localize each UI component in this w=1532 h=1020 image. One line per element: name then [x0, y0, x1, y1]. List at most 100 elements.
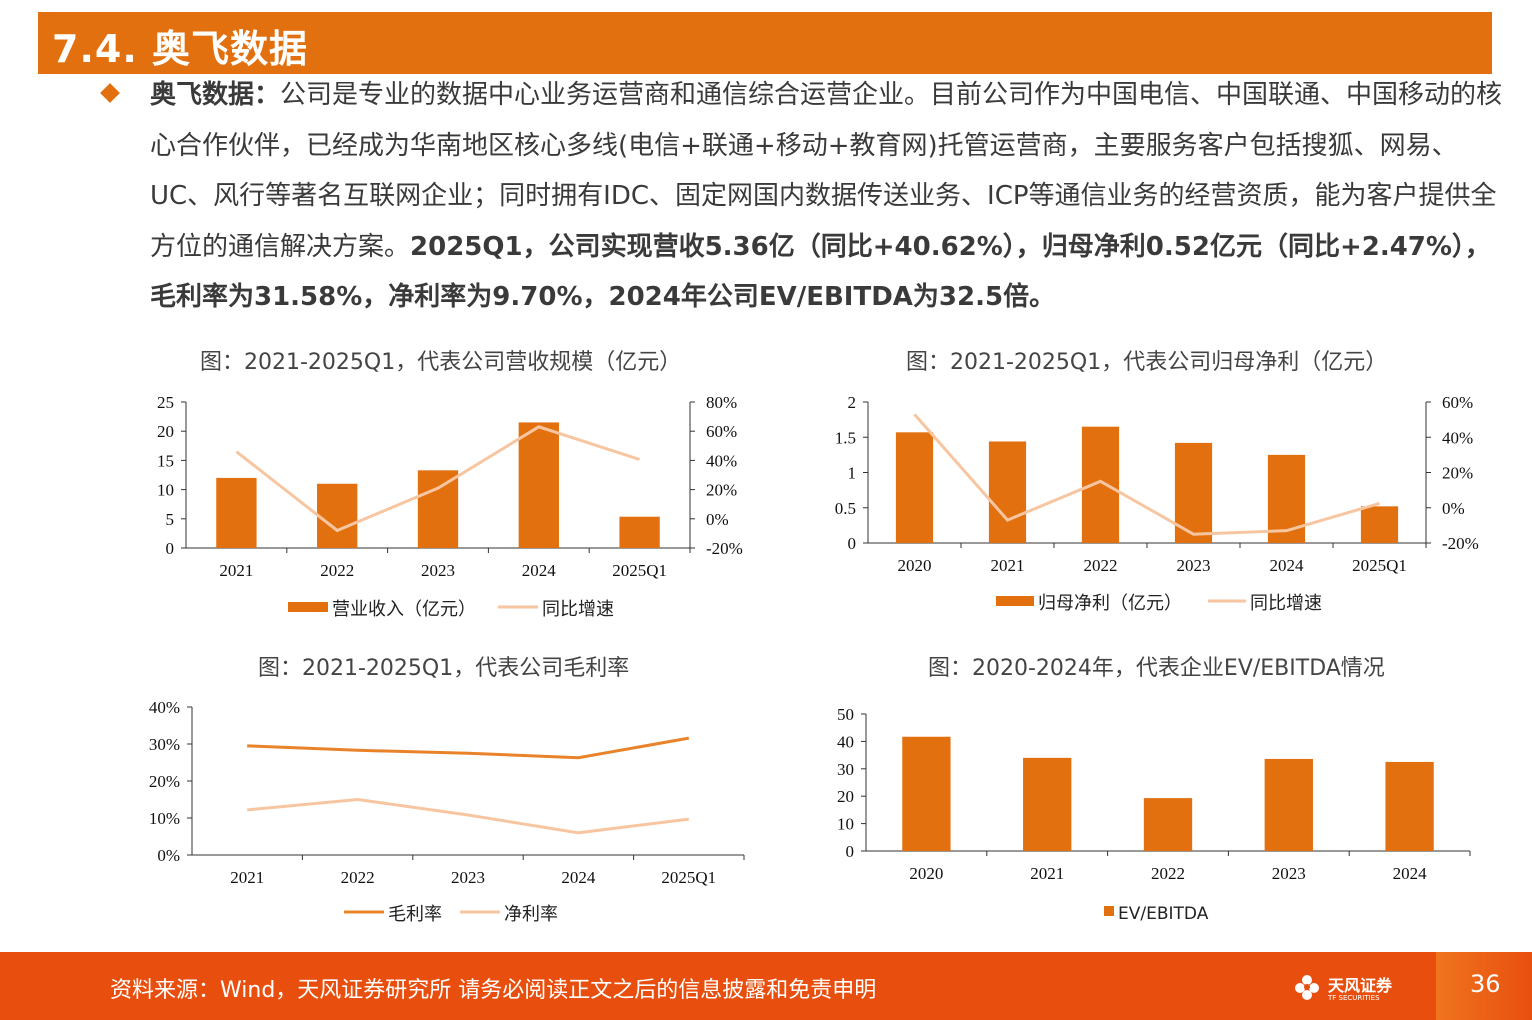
x-tick-label: 2022: [1084, 556, 1118, 575]
x-tick-label: 2024: [1393, 864, 1428, 883]
summary-paragraph: 奥飞数据：公司是专业的数据中心业务运营商和通信综合运营企业。目前公司作为中国电信…: [150, 70, 1510, 323]
legend-swatch-bar: [996, 596, 1034, 606]
logo-text: 天风证券: [1328, 976, 1393, 995]
page-title: 7.4. 奥飞数据: [52, 27, 308, 71]
page-number-box: [1436, 952, 1532, 1020]
x-tick-label: 2023: [1177, 556, 1211, 575]
x-tick-label: 2025Q1: [1352, 556, 1407, 575]
y-tick-label-right: 60%: [706, 422, 737, 441]
x-tick-label: 2021: [991, 556, 1025, 575]
y-tick-label-left: 1.5: [835, 428, 856, 447]
summary-highlight: 2025Q1，公司实现营收5.36亿（同比+40.62%），归母净利0.52亿元…: [150, 231, 1491, 313]
bar: [1264, 758, 1313, 851]
y-tick-label-left: 0.5: [835, 499, 856, 518]
bar: [895, 432, 934, 543]
x-tick-label: 2021: [1030, 864, 1064, 883]
x-tick-label: 2025Q1: [612, 561, 667, 580]
x-tick-label: 2022: [1151, 864, 1185, 883]
footer-bar: 资料来源：Wind，天风证券研究所 请务必阅读正文之后的信息披露和免责申明 天风…: [0, 952, 1532, 1020]
legend-label: 毛利率: [388, 904, 442, 925]
legend-label: 营业收入（亿元）: [332, 599, 476, 620]
y-tick-label-right: 0%: [706, 510, 729, 529]
y-tick-label-left: 10: [157, 481, 174, 500]
series-line: [913, 413, 1380, 536]
y-tick-label-left: 0: [848, 534, 857, 553]
y-tick-label-right: 20%: [706, 481, 737, 500]
legend-label: 净利率: [504, 904, 558, 925]
y-tick-label-left: 10%: [149, 809, 180, 828]
x-tick-label: 2022: [341, 868, 375, 887]
x-tick-label: 2023: [1272, 864, 1306, 883]
bar: [619, 516, 660, 548]
page-number: 36: [1470, 970, 1501, 998]
y-tick-label-left: 5: [166, 510, 175, 529]
y-tick-label-left: 30: [837, 760, 854, 779]
y-tick-label-left: 40%: [149, 698, 180, 717]
bar: [417, 470, 459, 548]
bar: [216, 477, 257, 548]
margin-chart-title: 图：2021-2025Q1，代表公司毛利率: [258, 656, 630, 681]
x-tick-label: 2021: [219, 561, 253, 580]
y-tick-label-left: 30%: [149, 735, 180, 754]
legend-label: 同比增速: [1250, 593, 1322, 614]
ev-ebitda-chart-title: 图：2020-2024年，代表企业EV/EBITDA情况: [928, 656, 1385, 681]
legend-swatch-bar: [288, 602, 328, 612]
x-tick-label: 2023: [451, 868, 485, 887]
bar: [518, 422, 559, 548]
y-tick-label-right: 20%: [1442, 464, 1473, 483]
bar: [317, 483, 358, 548]
y-tick-label-left: 20%: [149, 772, 180, 791]
y-tick-label-right: 40%: [706, 451, 737, 470]
y-tick-label-right: 60%: [1442, 393, 1473, 412]
legend-label: 归母净利（亿元）: [1038, 593, 1182, 614]
revenue-chart-title: 图：2021-2025Q1，代表公司营收规模（亿元）: [200, 350, 682, 375]
brand-logo: 天风证券 TF SECURITIES: [1292, 970, 1402, 1010]
logo-subtext: TF SECURITIES: [1328, 994, 1380, 1002]
y-tick-label-left: 40: [837, 732, 854, 751]
y-tick-label-right: 0%: [1442, 499, 1465, 518]
summary-body: 公司是专业的数据中心业务运营商和通信综合运营企业。目前公司作为中国电信、中国联通…: [150, 80, 1503, 262]
y-tick-label-left: 10: [837, 815, 854, 834]
y-tick-label-right: 80%: [706, 393, 737, 412]
bar: [1143, 798, 1193, 851]
x-tick-label: 2024: [1270, 556, 1305, 575]
y-tick-label-left: 0: [166, 539, 175, 558]
x-tick-label: 2020: [909, 864, 943, 883]
y-tick-label-left: 15: [157, 451, 174, 470]
bar: [1023, 757, 1072, 851]
x-tick-label: 2025Q1: [661, 868, 716, 887]
y-tick-label-right: -20%: [1442, 534, 1479, 553]
legend-label: 同比增速: [542, 599, 614, 620]
x-tick-label: 2022: [320, 561, 354, 580]
bar: [1385, 761, 1434, 851]
net-profit-chart-title: 图：2021-2025Q1，代表公司归母净利（亿元）: [906, 350, 1388, 375]
x-tick-label: 2023: [421, 561, 455, 580]
summary-lead: 奥飞数据：: [150, 80, 281, 110]
x-tick-label: 2024: [561, 868, 596, 887]
legend-label: EV/EBITDA: [1118, 904, 1209, 924]
y-tick-label-right: 40%: [1442, 428, 1473, 447]
y-tick-label-left: 20: [837, 787, 854, 806]
y-tick-label-left: 25: [157, 393, 174, 412]
y-tick-label-left: 20: [157, 422, 174, 441]
bar: [1360, 506, 1399, 543]
footer-source: 资料来源：Wind，天风证券研究所 请务必阅读正文之后的信息披露和免责申明: [110, 978, 877, 1003]
header-bar: 7.4. 奥飞数据: [38, 12, 1492, 74]
bar: [902, 736, 951, 851]
x-tick-label: 2020: [898, 556, 932, 575]
legend-swatch-bar: [1104, 906, 1114, 916]
y-tick-label-left: 0%: [157, 846, 180, 865]
bar: [1081, 426, 1120, 543]
y-tick-label-left: 2: [848, 393, 857, 412]
y-tick-label-right: -20%: [706, 539, 743, 558]
flower-logo-icon: [1295, 975, 1319, 1000]
x-tick-label: 2021: [230, 868, 264, 887]
y-tick-label-left: 50: [837, 705, 854, 724]
x-tick-label: 2024: [522, 561, 557, 580]
bar: [988, 441, 1027, 543]
y-tick-label-left: 1: [848, 464, 857, 483]
